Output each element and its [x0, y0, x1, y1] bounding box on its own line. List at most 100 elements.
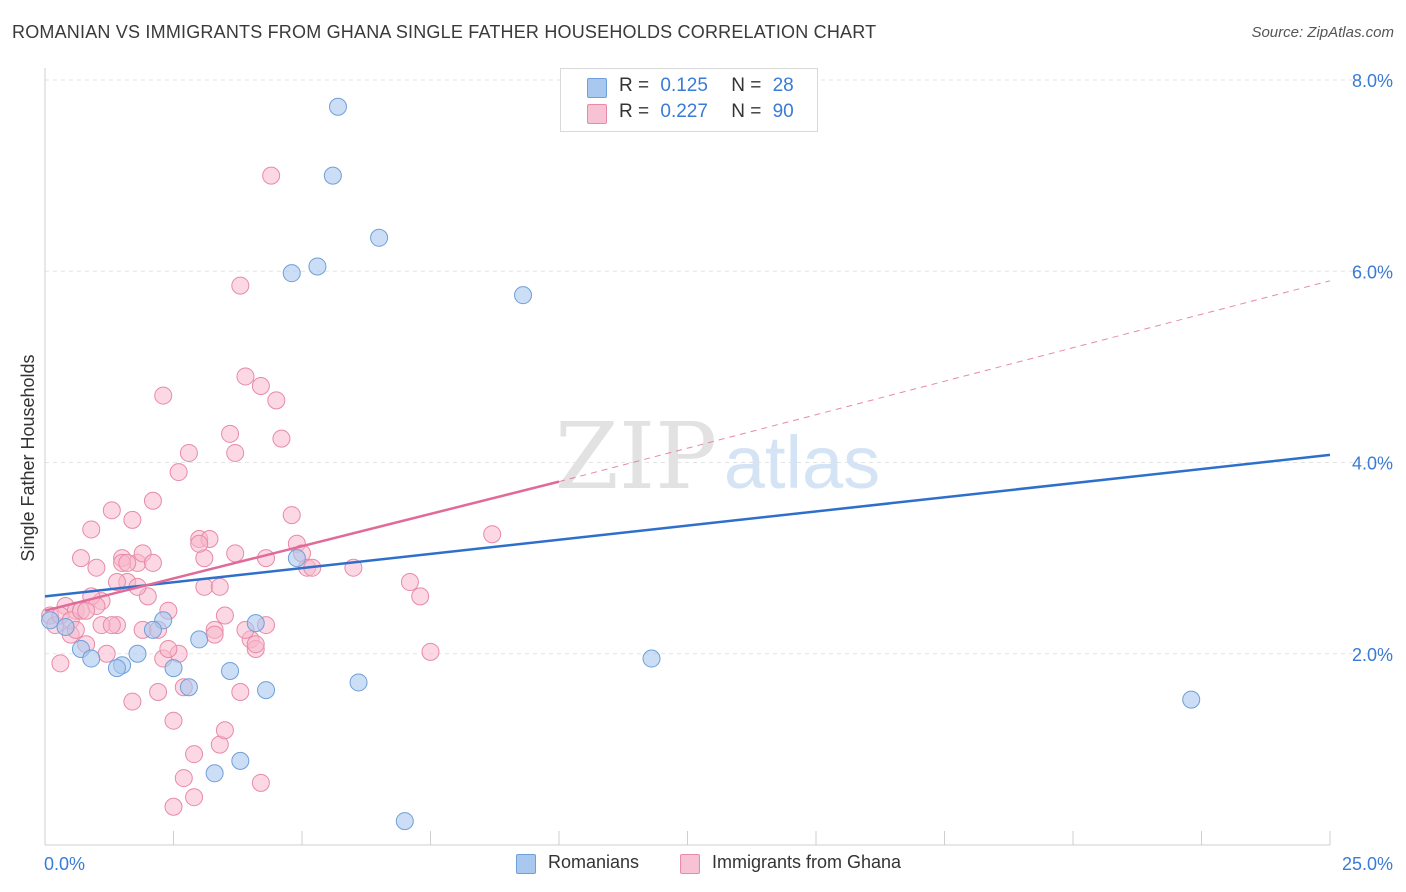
ghana-point [251, 377, 270, 395]
x-tick-label-min: 0.0% [44, 854, 85, 874]
y-tick-label-2: 6.0% [1352, 262, 1393, 282]
bottom-legend-label-ghana: Immigrants from Ghana [712, 852, 902, 872]
ghana-point [205, 625, 224, 644]
ghana-point [421, 642, 440, 661]
ghana-point [185, 788, 204, 807]
legend-swatch-romanians [587, 78, 607, 98]
ghana-point [215, 606, 234, 625]
ghana-point [179, 443, 198, 462]
romanians-point [642, 649, 661, 668]
ghana-point [231, 276, 250, 295]
romanians-point [143, 620, 162, 639]
ghana-point [123, 692, 142, 711]
source-label: Source: ZipAtlas.com [1251, 24, 1394, 41]
romanians-point [82, 649, 101, 668]
x-tick-label-max: 25.0% [1342, 854, 1393, 874]
bottom-legend-label-romanians: Romanians [548, 852, 640, 872]
romanians-point [328, 97, 347, 116]
ghana-trendline-2 [558, 280, 1331, 483]
romanians-point [179, 678, 198, 697]
ghana-point [226, 443, 245, 462]
watermark-atlas: atlas [724, 421, 880, 504]
legend-swatch-ghana [587, 104, 607, 124]
ghana-point [169, 463, 188, 482]
romanians-point [107, 659, 126, 678]
ghana-point [190, 534, 209, 553]
ghana-point [102, 616, 121, 635]
ghana-point [174, 769, 193, 788]
romanians-point [287, 549, 306, 568]
trendlines [44, 280, 1331, 612]
ghana-point [71, 549, 90, 568]
romanians-point [514, 286, 533, 305]
ghana-point [118, 553, 137, 572]
ghana-point [221, 424, 240, 443]
ghana-point [164, 797, 183, 816]
ghana-point [97, 644, 116, 663]
ghana-point [236, 367, 255, 386]
romanians-point [370, 228, 389, 247]
y-tick-label-3: 8.0% [1352, 71, 1393, 91]
ghana-point [231, 683, 250, 701]
ghana-point [143, 553, 162, 572]
ghana-point [143, 491, 162, 510]
ghana-point [195, 577, 214, 596]
legend-n-label: N = [731, 101, 762, 122]
ghana-point [483, 525, 502, 544]
series-romanians-points [41, 97, 1201, 831]
ghana-point [282, 506, 301, 525]
grid [45, 79, 1392, 655]
romanians-point [1182, 690, 1201, 709]
ghana-point [262, 166, 281, 185]
ghana-point [215, 721, 234, 740]
watermark-zip: ZIP [555, 403, 717, 510]
legend-n-label: N = [731, 75, 762, 96]
ghana-point [123, 510, 142, 529]
ghana-point [159, 639, 178, 658]
romanians-point [257, 681, 276, 700]
romanians-point [395, 812, 414, 831]
ghana-point [164, 711, 183, 730]
ghana-point [51, 654, 70, 673]
ghana-point [149, 683, 168, 701]
bottom-legend-swatch-romanians [516, 854, 536, 874]
romanians-point [128, 644, 147, 663]
romanians-point [282, 264, 301, 283]
ghana-point [411, 587, 430, 606]
romanians-point [221, 661, 240, 680]
ghana-trendline-1 [44, 480, 560, 612]
romanians-point [246, 614, 265, 633]
tick-labels: 2.0% 4.0% 6.0% 8.0% 0.0% 25.0% [44, 71, 1393, 874]
romanians-point [41, 611, 60, 630]
romanians-point [323, 166, 342, 185]
ghana-point [267, 391, 286, 410]
legend-r-label: R = [619, 75, 650, 96]
bottom-legend-swatch-ghana [680, 854, 700, 874]
y-axis-label: Single Father Households [18, 354, 38, 561]
ghana-point [251, 773, 270, 792]
romanians-point [308, 257, 327, 276]
ghana-point [257, 549, 276, 568]
correlation-legend: R = 0.125 N = 28 R = 0.227 N = 90 [560, 68, 818, 132]
legend-r-label: R = [619, 101, 650, 122]
romanians-point [205, 764, 224, 783]
ghana-point [102, 501, 121, 520]
romanians-point [231, 751, 250, 770]
legend-n-value-ghana: 90 [772, 101, 794, 122]
ghana-point [82, 520, 101, 539]
romanians-point [56, 617, 75, 636]
chart-title: ROMANIAN VS IMMIGRANTS FROM GHANA SINGLE… [12, 22, 877, 42]
ghana-point [154, 386, 173, 405]
legend-r-value-ghana: 0.227 [660, 101, 708, 122]
ghana-point [272, 429, 291, 448]
y-tick-label-0: 2.0% [1352, 645, 1393, 665]
ghana-point [107, 573, 126, 592]
legend-n-value-romanians: 28 [772, 75, 794, 96]
watermark: ZIP atlas [555, 403, 880, 510]
ghana-point [246, 635, 265, 654]
romanians-point [164, 659, 183, 678]
series-ghana-points [41, 166, 502, 816]
ghana-point [400, 573, 419, 592]
ghana-point [87, 558, 106, 577]
